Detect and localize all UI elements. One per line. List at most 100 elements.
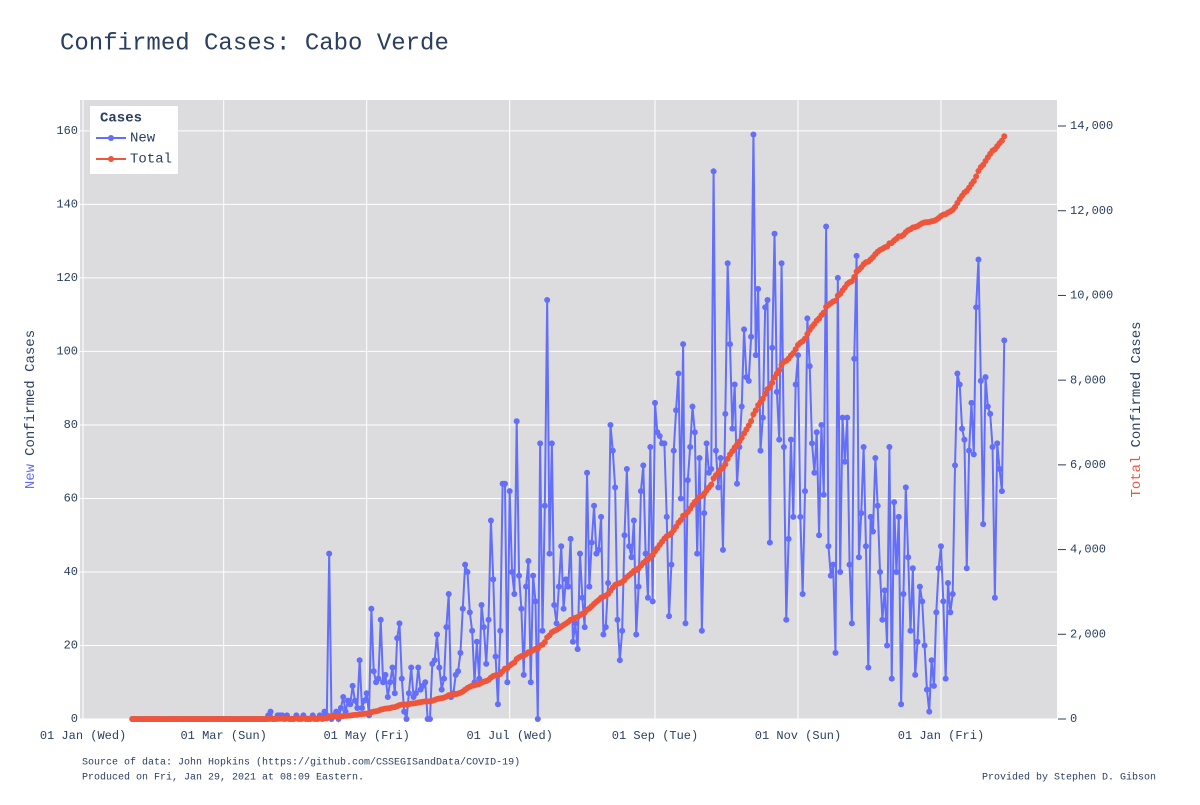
- y-tick-label: 80: [64, 418, 78, 432]
- series-marker: [673, 407, 680, 414]
- series-marker: [370, 668, 377, 675]
- series-marker: [745, 422, 752, 429]
- series-marker: [511, 591, 518, 598]
- series-marker: [483, 660, 490, 667]
- y2-axis-title-rest: Confirmed Cases: [1129, 321, 1145, 447]
- x-tick-label: 01 Jul (Wed): [466, 729, 552, 743]
- y2-tick-label: 12,000: [1070, 204, 1113, 218]
- y2-tick-label: 8,000: [1070, 373, 1106, 387]
- series-marker: [830, 561, 837, 568]
- series-marker: [541, 639, 548, 646]
- series-marker: [989, 443, 996, 450]
- series-marker: [949, 591, 956, 598]
- series-marker: [769, 344, 776, 351]
- series-marker: [748, 333, 755, 340]
- series-marker: [436, 664, 443, 671]
- series-marker: [752, 407, 759, 414]
- series-marker: [408, 664, 415, 671]
- plot-area: [80, 100, 1057, 719]
- y-tick-label: 40: [64, 565, 78, 579]
- series-marker: [616, 657, 623, 664]
- series-marker: [509, 568, 516, 575]
- series-marker: [813, 429, 820, 436]
- series-marker: [567, 535, 574, 542]
- series-marker: [539, 627, 546, 634]
- provided-note: Provided by Stephen D. Gibson: [982, 772, 1156, 784]
- y-axis-title-highlight: New: [23, 463, 39, 489]
- series-marker: [902, 484, 909, 491]
- series-marker: [937, 543, 944, 550]
- series-marker: [783, 616, 790, 623]
- series-marker: [689, 403, 696, 410]
- series-marker: [377, 616, 384, 623]
- series-marker: [820, 309, 827, 316]
- grid: [80, 100, 1057, 720]
- series-marker: [485, 616, 492, 623]
- series-marker: [734, 480, 741, 487]
- y-axis-title-rest: Confirmed Cases: [23, 330, 39, 456]
- series-marker: [769, 379, 776, 386]
- series-marker: [572, 620, 579, 627]
- series-marker: [991, 594, 998, 601]
- series-marker: [612, 484, 619, 491]
- series-marker: [977, 377, 984, 384]
- series-marker: [952, 462, 959, 469]
- legend-marker: [108, 135, 114, 141]
- series-marker: [588, 539, 595, 546]
- series-marker: [565, 583, 572, 590]
- produced-note: Produced on Fri, Jan 29, 2021 at 08:09 E…: [82, 772, 364, 784]
- series-marker: [382, 671, 389, 678]
- series-marker: [771, 230, 778, 237]
- series-marker: [841, 458, 848, 465]
- series-marker: [668, 561, 675, 568]
- series-marker: [846, 561, 853, 568]
- series-marker: [358, 704, 365, 711]
- series-marker: [994, 440, 1001, 447]
- y2-tick-label: 10,000: [1070, 289, 1113, 303]
- series-marker: [968, 399, 975, 406]
- series-marker: [820, 491, 827, 498]
- series-marker: [595, 546, 602, 553]
- series-marker: [600, 631, 607, 638]
- series-marker: [443, 624, 450, 631]
- series-marker: [710, 168, 717, 175]
- series-marker: [741, 326, 748, 333]
- series-marker: [537, 440, 544, 447]
- series-marker: [337, 704, 344, 711]
- series-marker: [724, 260, 731, 267]
- y-tick-label: 160: [56, 124, 78, 138]
- series-marker: [745, 377, 752, 384]
- series-marker: [823, 223, 830, 230]
- series-marker: [755, 285, 762, 292]
- series-marker: [677, 495, 684, 502]
- series-marker: [806, 363, 813, 370]
- series-marker: [579, 594, 586, 601]
- series-marker: [963, 565, 970, 572]
- series-marker: [347, 701, 354, 708]
- y2-tick-label: 4,000: [1070, 543, 1106, 557]
- series-marker: [506, 488, 513, 495]
- series-marker: [513, 418, 520, 425]
- series-marker: [879, 616, 886, 623]
- series-marker: [719, 546, 726, 553]
- series-marker: [637, 488, 644, 495]
- series-marker: [762, 390, 769, 397]
- series-marker: [696, 455, 703, 462]
- series-marker: [647, 443, 654, 450]
- x-tick-label: 01 Jan (Fri): [898, 729, 984, 743]
- series-marker: [466, 609, 473, 616]
- series-marker: [455, 668, 462, 675]
- series-marker: [544, 296, 551, 303]
- series-marker: [916, 583, 923, 590]
- series-marker: [375, 675, 382, 682]
- series-marker: [630, 517, 637, 524]
- y2-axis-title: Total Confirmed Cases: [1129, 321, 1145, 497]
- series-marker: [900, 591, 907, 598]
- legend-box: [90, 106, 178, 174]
- chart-title: Confirmed Cases: Cabo Verde: [60, 30, 449, 57]
- legend-title: Cases: [100, 111, 142, 127]
- series-marker: [469, 627, 476, 634]
- series-marker: [891, 499, 898, 506]
- series-marker: [752, 352, 759, 359]
- series-marker: [799, 591, 806, 598]
